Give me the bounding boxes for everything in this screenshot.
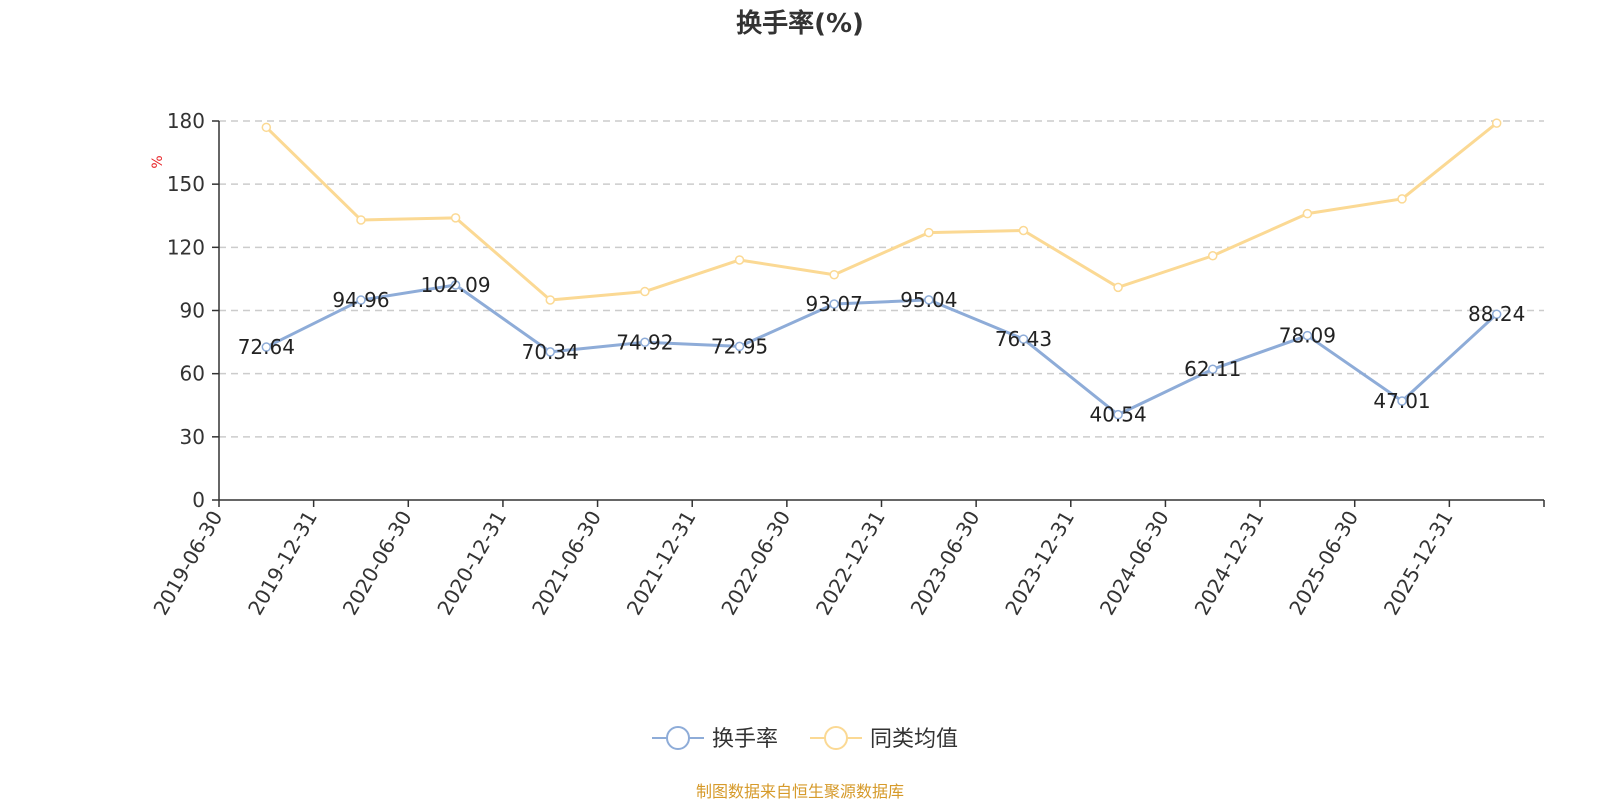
series-line-换手率 [265,283,1498,417]
data-point[interactable] [450,280,461,290]
x-tick-label: 2023-12-31 [1000,507,1079,620]
y-tick-label: 30 [180,425,205,449]
data-point[interactable] [1302,330,1313,341]
y-tick-label: 60 [180,362,205,386]
data-label: 74.92 [616,330,673,354]
y-tick-label: 90 [180,299,205,323]
x-tick-label: 2019-12-31 [243,507,322,620]
data-point[interactable] [829,269,839,280]
series-line-同类均值 [265,121,1498,302]
data-point[interactable] [356,215,366,225]
data-label: 72.95 [711,334,768,358]
data-point[interactable] [1018,225,1029,236]
data-point[interactable] [829,299,839,309]
x-tick-label: 2021-12-31 [622,507,701,620]
data-point[interactable] [1208,364,1218,374]
legend-label: 同类均值 [870,727,958,752]
legend-marker [824,726,848,750]
x-tick-label: 2019-06-30 [148,507,227,620]
data-point[interactable] [924,295,934,305]
legend-label: 换手率 [712,727,778,752]
data-point[interactable] [1397,396,1407,406]
data-label: 76.43 [995,327,1052,351]
data-point[interactable] [924,227,934,238]
data-point[interactable] [1208,251,1218,261]
y-tick-label: 150 [167,172,205,196]
data-label: 40.54 [1089,403,1146,427]
y-tick-label: 180 [167,109,205,133]
data-source-note: 制图数据来自恒生聚源数据库 [696,782,904,800]
data-point[interactable] [1113,282,1123,293]
x-tick-label: 2020-06-30 [338,507,417,620]
x-tick-label: 2024-06-30 [1095,507,1174,620]
data-label: 88.24 [1468,302,1525,326]
data-point[interactable] [261,122,272,133]
data-label: 94.96 [332,288,389,312]
data-point[interactable] [1113,409,1123,420]
data-point[interactable] [1491,118,1502,128]
y-tick-label: 120 [167,235,205,259]
x-tick-label: 2025-06-30 [1284,507,1363,620]
data-label: 102.09 [421,273,491,297]
data-label: 95.04 [900,288,957,312]
x-tick-label: 2022-06-30 [716,507,795,620]
data-label: 72.64 [238,335,295,359]
data-point[interactable] [356,295,366,305]
grid-lines [219,120,1544,438]
data-point[interactable] [545,295,555,305]
chart-title: 换手率(%) [736,8,864,39]
y-axis-unit-label: % [150,155,166,168]
legend-marker [666,726,690,750]
data-point[interactable] [545,347,555,357]
data-point[interactable] [1018,334,1029,344]
data-label: 70.34 [522,340,579,364]
x-tick-label: 2021-06-30 [527,507,606,620]
data-point[interactable] [734,255,745,265]
series-lines [261,118,1502,420]
data-point[interactable] [640,286,650,297]
data-point[interactable] [450,213,461,223]
data-point[interactable] [1397,194,1407,204]
legend-item-1[interactable]: 换手率 [652,726,778,752]
data-point[interactable] [640,337,650,348]
x-tick-label: 2025-12-31 [1379,507,1458,620]
data-point[interactable] [1302,208,1313,219]
y-tick-label: 0 [192,488,205,512]
data-label: 78.09 [1279,324,1336,348]
data-point[interactable] [261,342,272,352]
data-label: 62.11 [1184,357,1241,381]
legend: 换手率 同类均值 [652,726,958,752]
data-label: 47.01 [1373,389,1430,413]
data-labels: 72.64 94.96 102.09 70.34 74.92 72.95 93.07 95.0… [238,273,1526,427]
x-tick-label: 2023-06-30 [906,506,985,619]
legend-item-2[interactable]: 同类均值 [810,726,958,752]
data-point[interactable] [734,341,745,352]
x-tick-label: 2022-12-31 [811,507,890,620]
data-point[interactable] [1491,309,1502,319]
x-tick-label: 2024-12-31 [1189,507,1268,620]
data-label: 93.07 [806,292,863,316]
x-tick-label: 2020-12-31 [432,507,511,620]
